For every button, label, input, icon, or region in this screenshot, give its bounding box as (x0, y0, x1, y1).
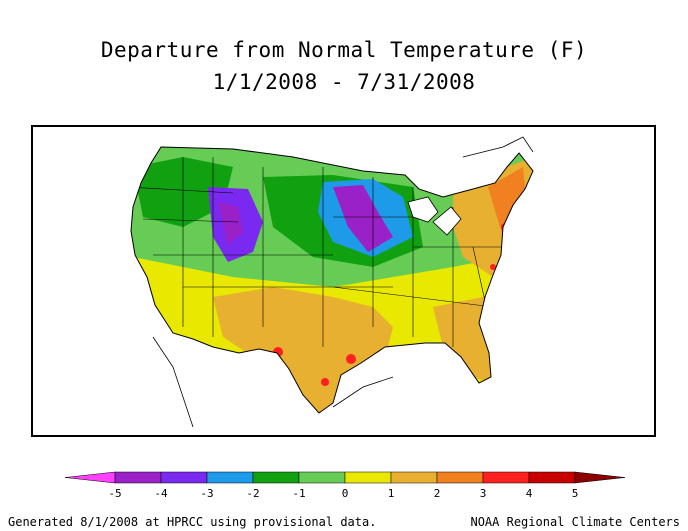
legend-swatch (482, 471, 530, 484)
anomaly-zone (490, 264, 496, 270)
anomaly-zone (321, 378, 329, 386)
great-lakes (407, 196, 439, 223)
source-credit: NOAA Regional Climate Centers (470, 515, 680, 529)
mexico-coast (152, 336, 194, 428)
legend-tick-label: 5 (571, 487, 579, 500)
legend-tick-label: 1 (387, 487, 395, 500)
legend-tick-label: 3 (479, 487, 487, 500)
color-legend: -5 -4 -3 -2 -1 0 1 2 3 4 5 (60, 466, 630, 506)
legend-swatch (206, 471, 254, 484)
legend-swatch (574, 471, 626, 484)
legend-swatch (64, 471, 116, 484)
anomaly-zone (501, 223, 509, 231)
legend-tick-label: -2 (246, 487, 260, 500)
great-lakes (432, 206, 462, 236)
legend-swatch (528, 471, 576, 484)
legend-tick-label: -5 (108, 487, 122, 500)
legend-tick-label: -3 (200, 487, 214, 500)
legend-colorbar (64, 471, 626, 484)
legend-tick-label: -4 (154, 487, 168, 500)
canada-coast (462, 136, 534, 158)
map-frame (31, 125, 656, 437)
anomaly-zone (346, 354, 356, 364)
generation-note: Generated 8/1/2008 at HPRCC using provis… (8, 515, 377, 529)
us-outline (130, 146, 534, 414)
legend-swatch (390, 471, 438, 484)
legend-tick-label: -1 (292, 487, 306, 500)
legend-tick-label: 2 (433, 487, 441, 500)
map-title: Departure from Normal Temperature (F) (100, 38, 588, 62)
legend-tick-label: 4 (525, 487, 533, 500)
temperature-map (130, 136, 534, 428)
legend-swatch (344, 471, 392, 484)
anomaly-zone (218, 202, 243, 245)
legend-swatch (160, 471, 208, 484)
anomaly-zone (131, 147, 533, 413)
legend-swatch (114, 471, 162, 484)
legend-swatch (252, 471, 300, 484)
legend-swatch (298, 471, 346, 484)
anomaly-zone (433, 297, 503, 387)
anomaly-zone (333, 185, 393, 252)
legend-tick-label: 0 (341, 487, 349, 500)
map-date-range: 1/1/2008 - 7/31/2008 (212, 70, 476, 94)
gulf-coast (332, 376, 394, 408)
legend-swatch (436, 471, 484, 484)
